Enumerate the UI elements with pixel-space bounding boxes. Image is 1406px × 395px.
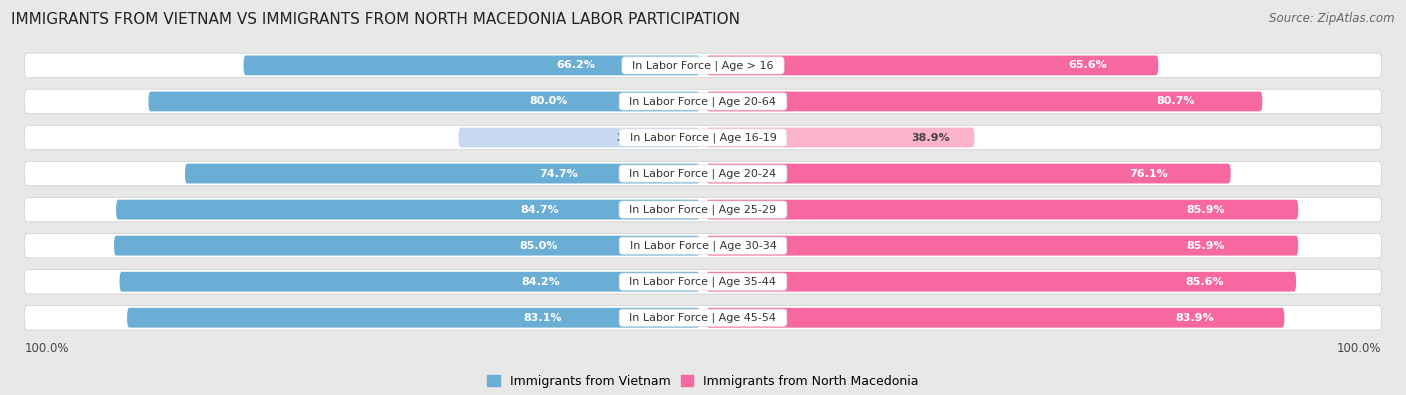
FancyBboxPatch shape — [24, 305, 1382, 330]
Text: In Labor Force | Age 20-64: In Labor Force | Age 20-64 — [623, 96, 783, 107]
Legend: Immigrants from Vietnam, Immigrants from North Macedonia: Immigrants from Vietnam, Immigrants from… — [482, 370, 924, 393]
Text: IMMIGRANTS FROM VIETNAM VS IMMIGRANTS FROM NORTH MACEDONIA LABOR PARTICIPATION: IMMIGRANTS FROM VIETNAM VS IMMIGRANTS FR… — [11, 12, 740, 27]
Text: In Labor Force | Age 35-44: In Labor Force | Age 35-44 — [623, 276, 783, 287]
Text: 38.9%: 38.9% — [911, 132, 950, 143]
FancyBboxPatch shape — [706, 128, 974, 147]
Text: 35.0%: 35.0% — [616, 132, 655, 143]
FancyBboxPatch shape — [114, 236, 700, 256]
Text: In Labor Force | Age > 16: In Labor Force | Age > 16 — [626, 60, 780, 71]
FancyBboxPatch shape — [706, 164, 1230, 183]
FancyBboxPatch shape — [24, 53, 1382, 78]
Text: 66.2%: 66.2% — [555, 60, 595, 70]
FancyBboxPatch shape — [706, 272, 1296, 292]
FancyBboxPatch shape — [706, 236, 1298, 256]
FancyBboxPatch shape — [243, 56, 700, 75]
Text: In Labor Force | Age 30-34: In Labor Force | Age 30-34 — [623, 241, 783, 251]
FancyBboxPatch shape — [120, 272, 700, 292]
Text: In Labor Force | Age 20-24: In Labor Force | Age 20-24 — [623, 168, 783, 179]
Text: 83.1%: 83.1% — [523, 313, 562, 323]
FancyBboxPatch shape — [24, 198, 1382, 222]
FancyBboxPatch shape — [24, 269, 1382, 294]
Text: 100.0%: 100.0% — [24, 342, 69, 355]
Text: 85.9%: 85.9% — [1187, 205, 1226, 214]
Text: In Labor Force | Age 16-19: In Labor Force | Age 16-19 — [623, 132, 783, 143]
Text: 80.0%: 80.0% — [530, 96, 568, 107]
Text: 74.7%: 74.7% — [540, 169, 578, 179]
Text: 85.9%: 85.9% — [1187, 241, 1226, 251]
Text: 85.0%: 85.0% — [520, 241, 558, 251]
FancyBboxPatch shape — [24, 125, 1382, 150]
FancyBboxPatch shape — [24, 233, 1382, 258]
FancyBboxPatch shape — [458, 128, 700, 147]
FancyBboxPatch shape — [24, 161, 1382, 186]
Text: Source: ZipAtlas.com: Source: ZipAtlas.com — [1270, 12, 1395, 25]
Text: 84.2%: 84.2% — [522, 276, 560, 287]
Text: 85.6%: 85.6% — [1185, 276, 1223, 287]
FancyBboxPatch shape — [117, 200, 700, 220]
FancyBboxPatch shape — [127, 308, 700, 327]
Text: 84.7%: 84.7% — [520, 205, 560, 214]
Text: In Labor Force | Age 25-29: In Labor Force | Age 25-29 — [623, 204, 783, 215]
FancyBboxPatch shape — [706, 56, 1159, 75]
Text: In Labor Force | Age 45-54: In Labor Force | Age 45-54 — [623, 312, 783, 323]
FancyBboxPatch shape — [706, 200, 1298, 220]
FancyBboxPatch shape — [24, 89, 1382, 114]
FancyBboxPatch shape — [149, 92, 700, 111]
FancyBboxPatch shape — [706, 308, 1285, 327]
Text: 100.0%: 100.0% — [1337, 342, 1382, 355]
Text: 80.7%: 80.7% — [1156, 96, 1195, 107]
FancyBboxPatch shape — [186, 164, 700, 183]
Text: 65.6%: 65.6% — [1067, 60, 1107, 70]
Text: 83.9%: 83.9% — [1175, 313, 1213, 323]
FancyBboxPatch shape — [706, 92, 1263, 111]
Text: 76.1%: 76.1% — [1129, 169, 1168, 179]
